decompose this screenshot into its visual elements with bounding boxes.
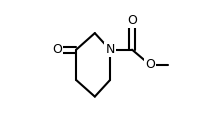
Text: O: O	[145, 58, 155, 71]
Text: O: O	[127, 14, 137, 27]
Text: O: O	[52, 43, 62, 56]
Text: N: N	[105, 43, 115, 56]
